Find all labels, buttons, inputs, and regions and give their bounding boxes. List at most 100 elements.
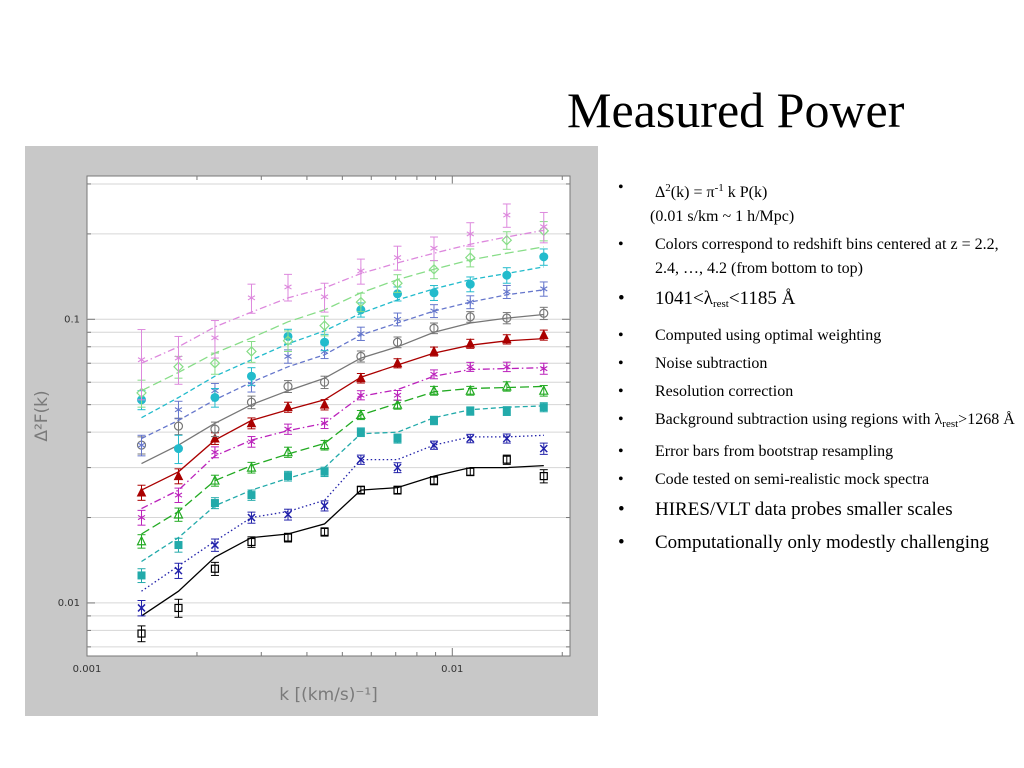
series-2-8 bbox=[136, 380, 549, 549]
data-point bbox=[465, 338, 476, 348]
data-point bbox=[320, 527, 329, 537]
data-point bbox=[502, 434, 511, 443]
bullet-text: Background subtraction using regions wit… bbox=[655, 411, 943, 428]
data-point bbox=[136, 535, 147, 546]
bullet-dot: • bbox=[618, 411, 624, 428]
bullet-text: (0.01 s/km ~ 1 h/Mpc) bbox=[650, 208, 795, 225]
series-4-2 bbox=[137, 203, 548, 401]
data-point bbox=[319, 399, 330, 409]
data-point bbox=[320, 337, 330, 347]
data-point bbox=[246, 371, 256, 381]
data-point bbox=[429, 416, 438, 425]
data-point bbox=[320, 293, 329, 301]
data-point bbox=[283, 401, 293, 412]
bullet-dot: • bbox=[618, 499, 625, 520]
bullet-dot: • bbox=[618, 443, 624, 460]
data-point bbox=[246, 346, 257, 357]
data-point bbox=[174, 541, 183, 550]
data-point bbox=[429, 476, 439, 485]
data-point bbox=[501, 380, 512, 391]
data-point bbox=[320, 419, 329, 427]
chart-svg: 0.001 0.01 0.01 0.1 k [(km/s)⁻¹] Δ²F(k) bbox=[32, 175, 571, 705]
bullet-text: rest bbox=[712, 298, 729, 310]
bullet-text: 2 bbox=[665, 182, 671, 194]
plot-area bbox=[86, 175, 571, 657]
bullet-item: • HIRES/VLT data probes smaller scales bbox=[618, 496, 1018, 523]
data-point bbox=[137, 603, 146, 612]
data-point bbox=[430, 307, 438, 315]
data-point bbox=[503, 363, 511, 371]
data-point bbox=[210, 424, 220, 434]
bullet-item: • Computed using optimal weighting bbox=[618, 324, 1018, 348]
data-point bbox=[247, 537, 256, 547]
data-point bbox=[283, 446, 293, 457]
data-point bbox=[173, 508, 184, 519]
data-point bbox=[502, 406, 511, 415]
data-point bbox=[539, 444, 548, 453]
data-point bbox=[284, 283, 292, 291]
data-point bbox=[429, 323, 439, 333]
bullet-text: -1 bbox=[714, 182, 724, 194]
bullet-list: • Δ2(k) = π-1 k P(k) (0.01 s/km ~ 1 h/Mpc)… bbox=[618, 176, 1018, 562]
bullet-text: Noise subtraction bbox=[655, 355, 768, 372]
series-curve bbox=[141, 266, 544, 419]
bullet-text: <1185 Å bbox=[728, 288, 796, 309]
data-point bbox=[356, 485, 365, 495]
y-tick-label: 0.1 bbox=[64, 314, 80, 325]
data-point bbox=[539, 403, 548, 412]
data-point bbox=[173, 470, 184, 481]
bullet-dot: • bbox=[618, 288, 625, 309]
data-point bbox=[174, 603, 183, 613]
bullet-dot: • bbox=[618, 532, 625, 553]
data-point bbox=[356, 455, 365, 464]
data-point bbox=[392, 337, 403, 347]
y-tick-label: 0.01 bbox=[58, 598, 80, 609]
data-point bbox=[502, 455, 511, 464]
bullet-dot: • bbox=[618, 355, 624, 372]
series-curve bbox=[141, 367, 544, 510]
data-point bbox=[284, 425, 292, 433]
data-point bbox=[319, 439, 330, 450]
data-point bbox=[137, 571, 146, 580]
data-point bbox=[393, 434, 402, 443]
data-point bbox=[283, 472, 292, 481]
data-point bbox=[246, 397, 257, 407]
data-point bbox=[503, 288, 511, 296]
bullet-item: • Code tested on semi-realistic mock spec… bbox=[618, 468, 1018, 492]
data-point bbox=[539, 285, 548, 293]
data-point bbox=[356, 372, 366, 383]
bullet-item: • Background subtraction using regions wi… bbox=[618, 408, 1018, 436]
data-point bbox=[392, 277, 403, 289]
data-point bbox=[210, 564, 220, 573]
data-point bbox=[465, 312, 475, 322]
series-2-4 bbox=[137, 433, 548, 617]
power-spectrum-chart: 0.001 0.01 0.01 0.1 k [(km/s)⁻¹] Δ²F(k) bbox=[25, 146, 598, 716]
data-point bbox=[283, 381, 293, 391]
data-point bbox=[466, 298, 475, 306]
data-point bbox=[320, 501, 329, 510]
data-point bbox=[539, 308, 549, 318]
data-point bbox=[137, 441, 146, 449]
data-point bbox=[283, 510, 293, 519]
series-curve bbox=[141, 313, 544, 465]
bullet-text: k P(k) bbox=[723, 184, 768, 201]
data-point bbox=[284, 352, 292, 360]
data-point bbox=[319, 320, 330, 331]
data-point bbox=[466, 406, 475, 415]
data-point bbox=[357, 391, 365, 399]
bullet-dot: • bbox=[618, 179, 624, 196]
data-point bbox=[211, 334, 219, 342]
data-point bbox=[392, 398, 403, 409]
data-point bbox=[247, 513, 256, 522]
data-point bbox=[539, 252, 549, 262]
series-2-6 bbox=[137, 402, 548, 584]
data-point bbox=[320, 467, 329, 476]
data-point bbox=[538, 329, 549, 340]
data-point bbox=[209, 357, 221, 369]
bullet-text: Computed using optimal weighting bbox=[655, 327, 882, 344]
data-point bbox=[246, 417, 257, 428]
series-curve bbox=[141, 405, 544, 563]
data-point bbox=[174, 566, 183, 575]
data-point bbox=[429, 345, 439, 356]
bullet-text: >1268 Å bbox=[958, 411, 1015, 428]
